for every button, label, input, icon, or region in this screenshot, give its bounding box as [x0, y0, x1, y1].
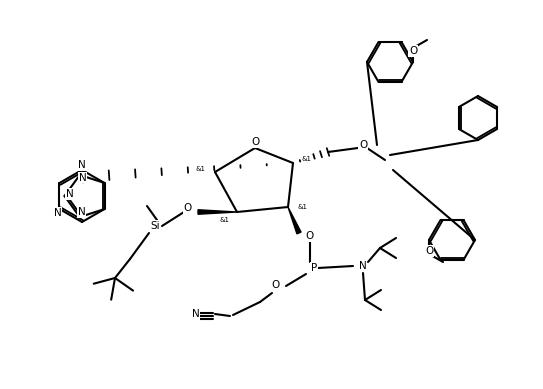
- Text: O: O: [251, 137, 259, 147]
- Text: O: O: [272, 280, 280, 290]
- Text: N: N: [79, 173, 87, 183]
- Text: N: N: [78, 207, 86, 217]
- Text: O: O: [359, 140, 367, 150]
- Polygon shape: [288, 207, 301, 234]
- Text: N: N: [54, 208, 61, 218]
- Text: O: O: [409, 46, 417, 56]
- Polygon shape: [198, 210, 237, 214]
- Text: O: O: [425, 246, 433, 256]
- Text: O: O: [306, 231, 314, 241]
- Text: &1: &1: [220, 217, 230, 223]
- Text: P: P: [311, 263, 317, 273]
- Text: &1: &1: [297, 204, 307, 210]
- Text: N: N: [192, 309, 200, 319]
- Text: O: O: [184, 203, 192, 213]
- Text: Si: Si: [150, 221, 160, 231]
- Text: N: N: [78, 160, 86, 170]
- Text: N: N: [359, 261, 367, 271]
- Text: &1: &1: [195, 166, 205, 172]
- Text: &1: &1: [302, 156, 312, 162]
- Text: N: N: [66, 189, 73, 199]
